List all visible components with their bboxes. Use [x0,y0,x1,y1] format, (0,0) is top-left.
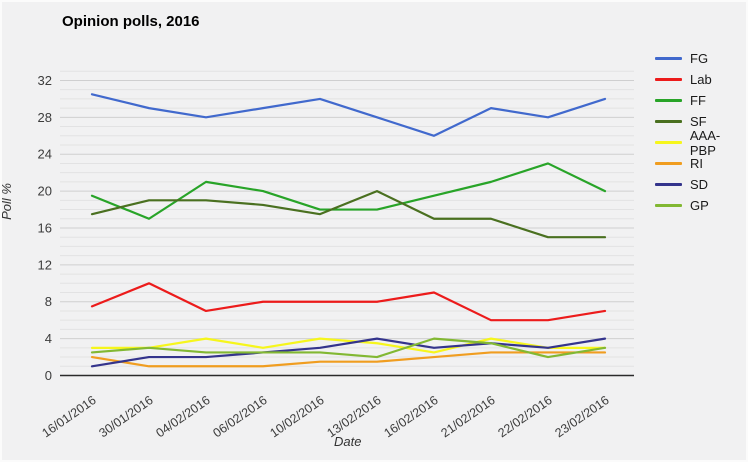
y-axis-label: Poll % [0,183,14,220]
legend-label: GP [690,198,709,213]
x-tick-label: 06/02/2016 [210,393,269,440]
x-axis-label: Date [334,434,362,449]
legend-item-FF: FF [655,90,746,111]
y-tick-label: 16 [38,220,52,235]
x-tick-label: 10/02/2016 [267,393,326,440]
legend-label: SF [690,114,707,129]
legend: FG Lab FF SF AAA-PBP RI SD GP [655,48,746,216]
legend-label: FF [690,93,706,108]
y-tick-label: 12 [38,257,52,272]
x-tick-label: 04/02/2016 [153,393,212,440]
x-tick-label: 16/01/2016 [39,393,98,440]
y-tick-label: 20 [38,184,52,199]
series-line-GP [90,337,607,359]
series-line-AAA-PBP [90,337,607,354]
x-tick-label: 30/01/2016 [96,393,155,440]
legend-swatch-icon [655,120,682,123]
series-line-SD [90,337,607,368]
legend-item-FG: FG [655,48,746,69]
series-line-Lab [90,282,607,322]
y-tick-label: 4 [45,331,52,346]
x-tick-label: 21/02/2016 [438,393,497,440]
legend-item-SD: SD [655,174,746,195]
legend-item-RI: RI [655,153,746,174]
legend-swatch-icon [655,162,682,165]
legend-swatch-icon [655,183,682,186]
series-line-SF [90,190,607,239]
y-tick-label: 0 [45,368,52,383]
y-tick-label: 28 [38,110,52,125]
legend-item-Lab: Lab [655,69,746,90]
legend-swatch-icon [655,204,682,207]
legend-label: Lab [690,72,712,87]
y-tick-label: 8 [45,294,52,309]
legend-swatch-icon [655,78,682,81]
y-tick-label: 24 [38,147,52,162]
chart-title: Opinion polls, 2016 [62,13,200,30]
series-line-FG [90,93,607,137]
legend-item-AAA-PBP: AAA-PBP [655,128,746,158]
legend-item-GP: GP [655,195,746,216]
legend-swatch-icon [655,99,682,102]
y-tick-label: 32 [38,73,52,88]
legend-label: SD [690,177,709,192]
x-tick-label: 16/02/2016 [381,393,440,440]
x-tick-label: 23/02/2016 [552,393,611,440]
legend-label: AAA-PBP [689,127,721,158]
series-line-RI [90,351,607,368]
legend-item-SF: SF [655,111,746,132]
legend-swatch-icon [655,57,682,60]
legend-swatch-icon [655,141,682,144]
legend-label: FG [690,51,709,66]
x-tick-label: 22/02/2016 [495,393,554,440]
legend-label: RI [690,156,703,171]
